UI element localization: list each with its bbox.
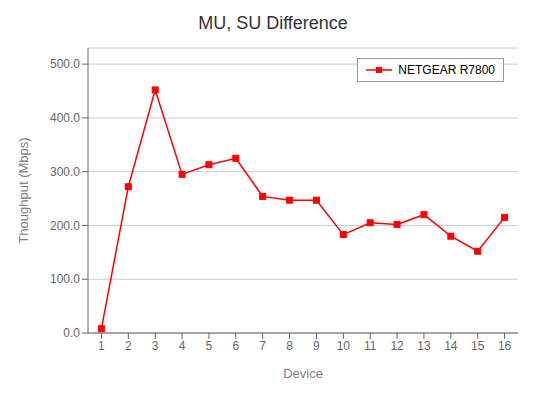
svg-text:300.0: 300.0 xyxy=(50,165,80,179)
svg-text:Thoughput (Mbps): Thoughput (Mbps) xyxy=(16,137,31,243)
svg-text:16: 16 xyxy=(498,339,512,353)
svg-text:1: 1 xyxy=(98,339,105,353)
svg-text:7: 7 xyxy=(259,339,266,353)
svg-text:3: 3 xyxy=(152,339,159,353)
svg-text:Device: Device xyxy=(283,366,323,381)
svg-text:0.0: 0.0 xyxy=(63,326,80,340)
svg-text:15: 15 xyxy=(471,339,485,353)
svg-text:5: 5 xyxy=(206,339,213,353)
svg-text:6: 6 xyxy=(232,339,239,353)
svg-text:2: 2 xyxy=(125,339,132,353)
html-text:MU, SU Difference: MU, SU Difference xyxy=(198,13,348,33)
svg-text:10: 10 xyxy=(337,339,351,353)
svg-text:400.0: 400.0 xyxy=(50,111,80,125)
svg-text:13: 13 xyxy=(417,339,431,353)
svg-text:8: 8 xyxy=(286,339,293,353)
html-text:NETGEAR R7800: NETGEAR R7800 xyxy=(398,63,495,77)
svg-text:500.0: 500.0 xyxy=(50,57,80,71)
svg-text:12: 12 xyxy=(390,339,404,353)
svg-text:200.0: 200.0 xyxy=(50,219,80,233)
svg-text:14: 14 xyxy=(444,339,458,353)
svg-text:4: 4 xyxy=(179,339,186,353)
svg-text:9: 9 xyxy=(313,339,320,353)
svg-text:11: 11 xyxy=(364,339,377,353)
svg-text:100.0: 100.0 xyxy=(50,272,80,286)
